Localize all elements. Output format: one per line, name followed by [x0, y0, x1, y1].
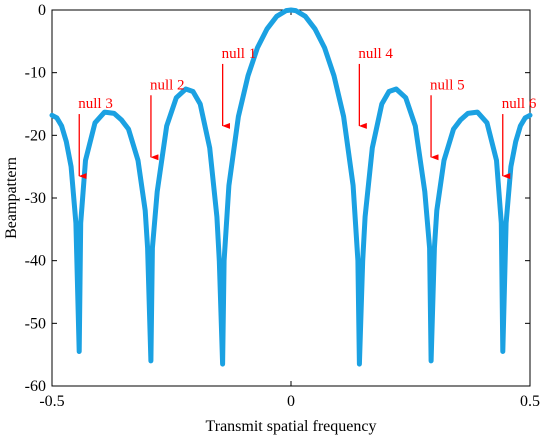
x-tick-label: 0.5	[520, 393, 540, 410]
y-tick-label: -10	[25, 65, 46, 82]
null-label: null 6	[502, 96, 537, 112]
null-label: null 4	[358, 46, 393, 62]
x-axis-label: Transmit spatial frequency	[206, 418, 377, 435]
y-tick-label: -30	[25, 190, 46, 207]
axis-ticks: -0.5 0 0.5 0 -10 -20 -30 -40 -50 -60	[25, 2, 540, 410]
plot-area	[51, 9, 531, 387]
null-label: null 3	[78, 96, 113, 112]
y-tick-label: -40	[25, 253, 46, 270]
x-tick-label: -0.5	[39, 393, 64, 410]
null-label: null 2	[150, 77, 185, 93]
y-tick-label: 0	[38, 2, 46, 19]
y-tick-label: -60	[25, 378, 46, 395]
x-tick-label: 0	[287, 393, 295, 410]
null-label: null 1	[222, 46, 257, 62]
null-label: null 5	[430, 77, 465, 93]
y-tick-label: -20	[25, 127, 46, 144]
null-annotations: null 1 null 2 null 3 null 4 null 5 null 6	[78, 46, 537, 180]
series-layer	[49, 7, 533, 367]
beampattern-series-line	[49, 7, 533, 367]
y-axis-label: Beampattern	[3, 157, 20, 239]
y-tick-label: -50	[25, 315, 46, 332]
